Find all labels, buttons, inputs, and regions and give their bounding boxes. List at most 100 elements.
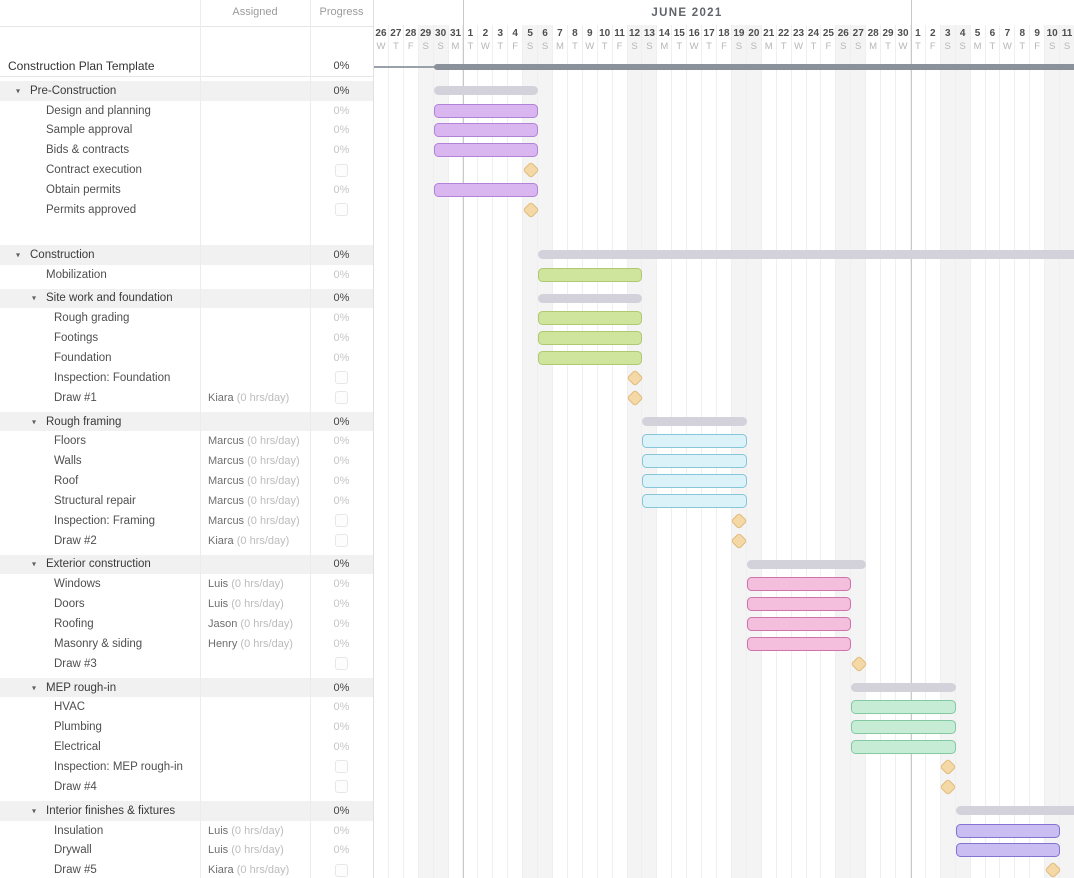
task-row[interactable]: Design and planning 0% — [0, 101, 373, 121]
task-row[interactable]: Permits approved — [0, 200, 373, 220]
task-name-label[interactable]: Plumbing — [54, 721, 102, 734]
gantt-bar[interactable] — [746, 577, 852, 592]
task-name-label[interactable]: Insulation — [54, 824, 104, 837]
task-row[interactable]: ▾ Site work and foundation 0% — [0, 288, 373, 309]
group-summary-bar[interactable] — [538, 250, 1074, 260]
column-divider[interactable] — [310, 0, 311, 878]
task-row[interactable]: Electrical 0% — [0, 737, 373, 757]
task-row[interactable]: Draw #1 Kiara (0 hrs/day) — [0, 388, 373, 408]
task-row[interactable]: Contract execution — [0, 160, 373, 180]
milestone-checkbox[interactable] — [335, 514, 348, 528]
task-name-label[interactable]: Roof — [54, 475, 79, 488]
milestone-checkbox[interactable] — [335, 780, 348, 794]
task-row[interactable]: Rough grading 0% — [0, 308, 373, 328]
task-name-label[interactable]: Sample approval — [46, 124, 133, 137]
group-summary-bar[interactable] — [433, 86, 539, 96]
project-bar[interactable] — [433, 63, 1074, 71]
task-name-label[interactable]: Draw #2 — [54, 534, 97, 547]
milestone-checkbox[interactable] — [335, 163, 348, 177]
task-name-label[interactable]: Pre-Construction — [30, 84, 117, 97]
task-name-label[interactable]: Draw #5 — [54, 864, 97, 877]
gantt-bar[interactable] — [433, 123, 539, 138]
task-row[interactable]: ▾ Interior finishes & fixtures 0% — [0, 800, 373, 821]
milestone-checkbox[interactable] — [335, 391, 348, 405]
gantt-bar[interactable] — [851, 700, 956, 715]
task-name-label[interactable]: Footings — [54, 332, 99, 345]
task-name-label[interactable]: Exterior construction — [46, 558, 151, 571]
gantt-bar[interactable] — [851, 720, 956, 735]
task-row[interactable]: Construction Plan Template 0% — [0, 57, 373, 77]
assigned-cell[interactable]: Kiara (0 hrs/day) — [208, 534, 290, 547]
gantt-bar[interactable] — [433, 143, 539, 158]
task-row[interactable]: HVAC 0% — [0, 698, 373, 718]
milestone-checkbox[interactable] — [335, 203, 348, 217]
task-name-label[interactable]: Floors — [54, 435, 86, 448]
assigned-cell[interactable]: Kiara (0 hrs/day) — [208, 864, 290, 877]
gantt-bar[interactable] — [538, 350, 643, 365]
task-row[interactable]: Plumbing 0% — [0, 717, 373, 737]
task-row[interactable]: Draw #3 — [0, 654, 373, 674]
group-summary-bar[interactable] — [642, 417, 747, 427]
task-name-label[interactable]: Inspection: MEP rough-in — [54, 760, 183, 773]
assigned-cell[interactable]: Luis (0 hrs/day) — [208, 824, 284, 837]
group-summary-bar[interactable] — [538, 293, 643, 303]
gantt-bar[interactable] — [538, 331, 643, 346]
gantt-bar[interactable] — [433, 103, 539, 118]
task-name-label[interactable]: Site work and foundation — [46, 292, 173, 305]
group-summary-bar[interactable] — [955, 806, 1074, 816]
column-divider[interactable] — [200, 0, 201, 878]
gantt-bar[interactable] — [955, 843, 1061, 858]
gantt-bar[interactable] — [642, 454, 747, 469]
assigned-cell[interactable]: Marcus (0 hrs/day) — [208, 494, 300, 507]
task-name-label[interactable]: Draw #4 — [54, 780, 97, 793]
assigned-cell[interactable]: Luis (0 hrs/day) — [208, 578, 284, 591]
task-name-label[interactable]: Walls — [54, 455, 82, 468]
task-row[interactable]: ▾ Pre-Construction 0% — [0, 80, 373, 101]
milestone-checkbox[interactable] — [335, 534, 348, 548]
task-row[interactable]: Roofing Jason (0 hrs/day) 0% — [0, 614, 373, 634]
task-row[interactable]: Masonry & siding Henry (0 hrs/day) 0% — [0, 634, 373, 654]
task-name-label[interactable]: Drywall — [54, 844, 92, 857]
task-row[interactable]: ▾ MEP rough-in 0% — [0, 677, 373, 698]
task-row[interactable]: ▾ Exterior construction 0% — [0, 554, 373, 575]
task-name-label[interactable]: Draw #1 — [54, 391, 97, 404]
task-name-label[interactable]: Electrical — [54, 741, 101, 754]
milestone-checkbox[interactable] — [335, 760, 348, 774]
task-row[interactable]: Drywall Luis (0 hrs/day) 0% — [0, 840, 373, 860]
group-summary-bar[interactable] — [851, 683, 956, 693]
gantt-bar[interactable] — [746, 597, 852, 612]
task-row[interactable]: Foundation 0% — [0, 348, 373, 368]
assigned-cell[interactable]: Marcus (0 hrs/day) — [208, 455, 300, 468]
gantt-bar[interactable] — [746, 636, 852, 651]
milestone-checkbox[interactable] — [335, 863, 348, 877]
gantt-bar[interactable] — [433, 183, 539, 198]
task-row[interactable]: Draw #4 — [0, 777, 373, 797]
task-name-label[interactable]: Rough grading — [54, 312, 130, 325]
collapse-caret-icon[interactable]: ▾ — [32, 683, 37, 693]
task-name-label[interactable]: Obtain permits — [46, 184, 121, 197]
task-row[interactable]: Inspection: MEP rough-in — [0, 757, 373, 777]
collapse-caret-icon[interactable]: ▾ — [32, 806, 37, 816]
task-name-label[interactable]: HVAC — [54, 701, 86, 714]
task-name-label[interactable]: Inspection: Framing — [54, 514, 155, 527]
gantt-bar[interactable] — [746, 617, 852, 632]
task-row[interactable]: ▾ Construction 0% — [0, 244, 373, 265]
task-row[interactable]: Draw #5 Kiara (0 hrs/day) — [0, 860, 373, 878]
task-row[interactable]: Windows Luis (0 hrs/day) 0% — [0, 574, 373, 594]
assigned-cell[interactable]: Marcus (0 hrs/day) — [208, 475, 300, 488]
collapse-caret-icon[interactable]: ▾ — [16, 86, 21, 96]
task-row[interactable]: Mobilization 0% — [0, 265, 373, 285]
task-name-label[interactable]: Permits approved — [46, 203, 137, 216]
task-name-label[interactable]: Mobilization — [46, 268, 107, 281]
assigned-cell[interactable]: Luis (0 hrs/day) — [208, 844, 284, 857]
task-row[interactable]: Inspection: Foundation — [0, 368, 373, 388]
task-row[interactable]: Structural repair Marcus (0 hrs/day) 0% — [0, 491, 373, 511]
task-row[interactable]: Draw #2 Kiara (0 hrs/day) — [0, 531, 373, 551]
task-name-label[interactable]: Roofing — [54, 618, 94, 631]
task-name-label[interactable]: Interior finishes & fixtures — [46, 804, 176, 817]
task-row[interactable]: Walls Marcus (0 hrs/day) 0% — [0, 451, 373, 471]
task-row[interactable]: Sample approval 0% — [0, 121, 373, 141]
task-name-label[interactable]: Structural repair — [54, 494, 136, 507]
task-name-label[interactable]: Windows — [54, 578, 101, 591]
group-summary-bar[interactable] — [746, 559, 867, 569]
